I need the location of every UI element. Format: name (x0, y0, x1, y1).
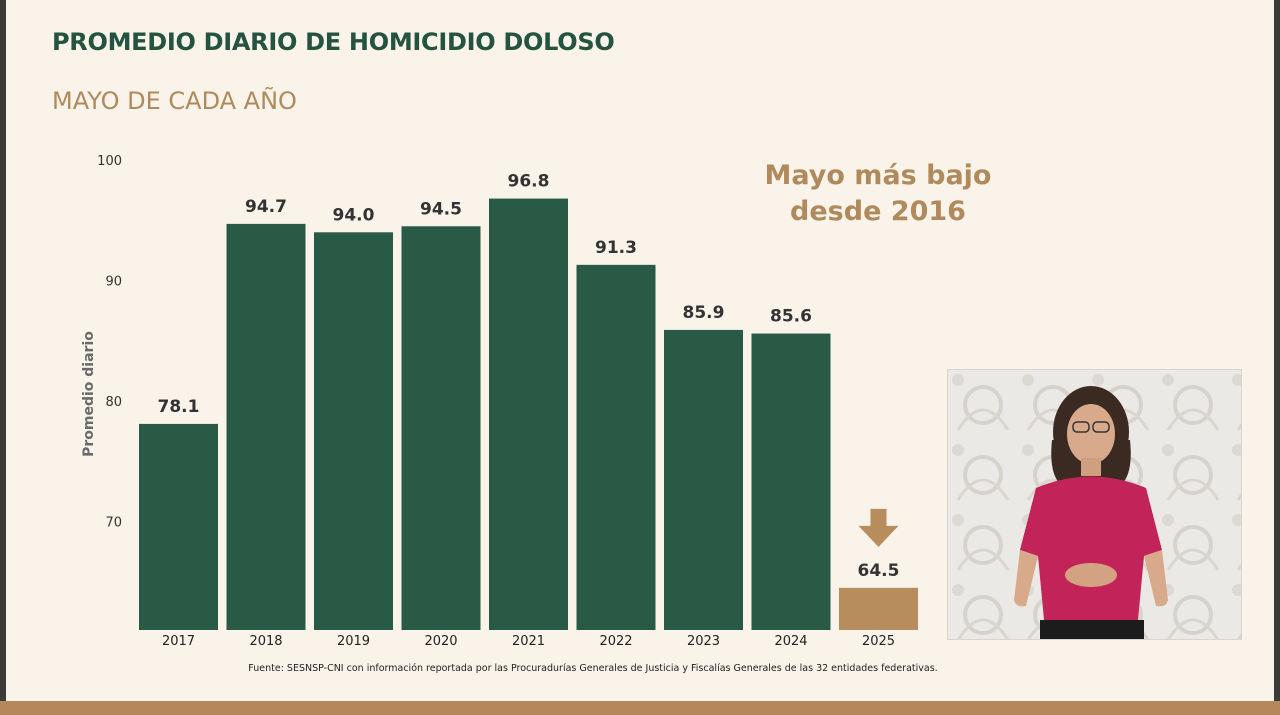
bottom-accent-bar (0, 701, 1280, 715)
interpreter-image (948, 370, 1241, 639)
chart-title: PROMEDIO DIARIO DE HOMICIDIO DOLOSO (52, 28, 615, 56)
data-label: 78.1 (158, 397, 200, 417)
x-tick-label: 2024 (774, 634, 807, 649)
x-tick-label: 2022 (599, 634, 632, 649)
x-tick-label: 2025 (862, 634, 895, 649)
data-label: 94.0 (333, 205, 375, 225)
callout-text: Mayo más bajo desde 2016 (740, 158, 1016, 230)
data-label: 96.8 (508, 172, 550, 192)
bar-2020 (401, 226, 481, 631)
x-tick-label: 2019 (337, 634, 370, 649)
sign-language-interpreter-video (947, 369, 1242, 640)
bar-2025 (839, 587, 918, 630)
data-label: 64.5 (858, 561, 900, 581)
bar-2021 (489, 198, 568, 631)
data-label: 94.5 (420, 199, 462, 219)
bar-2018 (226, 223, 306, 630)
left-border (0, 0, 6, 715)
right-border (1274, 0, 1280, 715)
x-tick-label: 2023 (687, 634, 720, 649)
bar-chart: 70 80 90 100 Promedio diario 78.1 2017 94.7 2018… (81, 154, 918, 649)
y-tick-label: 90 (105, 275, 122, 290)
data-label: 91.3 (595, 238, 637, 258)
x-tick-label: 2020 (424, 634, 457, 649)
y-axis-label: Promedio diario (81, 331, 97, 457)
down-arrow-icon (858, 508, 899, 547)
data-label: 85.9 (683, 303, 725, 323)
source-note: Fuente: SESNSP-CNI con información repor… (248, 663, 938, 674)
callout-line-1: Mayo más bajo (764, 160, 992, 191)
data-label: 85.6 (770, 307, 812, 327)
x-tick-label: 2021 (512, 634, 545, 649)
data-label: 94.7 (245, 197, 287, 217)
bar-2023 (664, 329, 743, 630)
x-tick-label: 2018 (249, 634, 282, 649)
bar-2017 (139, 423, 218, 630)
bar-2019 (314, 232, 393, 631)
bar-2022 (576, 264, 656, 630)
x-tick-label: 2017 (162, 634, 195, 649)
y-tick-label: 100 (97, 154, 122, 169)
y-tick-label: 70 (105, 516, 122, 531)
chart-subtitle: MAYO DE CADA AÑO (52, 87, 297, 115)
callout-line-2: desde 2016 (790, 196, 966, 227)
y-tick-label: 80 (105, 395, 122, 410)
bar-2024 (751, 333, 831, 630)
